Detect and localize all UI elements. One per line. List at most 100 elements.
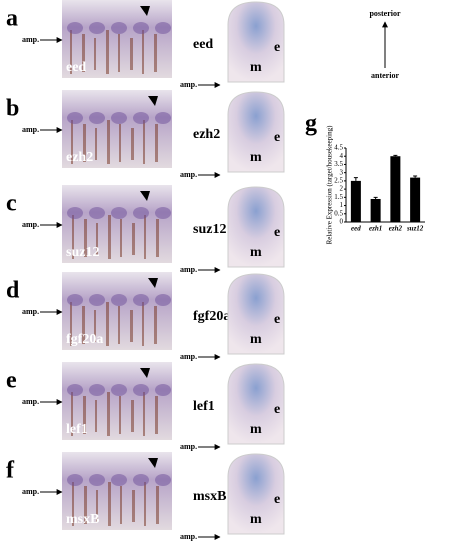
photo-gene-label: suz12 (66, 245, 99, 260)
whole-mount-photo (62, 0, 172, 78)
mesenchyme-label: m (250, 150, 262, 165)
ray-stain (95, 128, 97, 160)
ray-stain (70, 302, 72, 346)
y-tick-label: 1 (340, 201, 344, 209)
y-tick-label: 0 (340, 218, 344, 226)
ray-stain (84, 486, 87, 524)
ray-stain (143, 392, 145, 436)
blastema-stain (89, 22, 105, 34)
y-tick-label: 2 (340, 185, 344, 193)
ray-stain (120, 219, 122, 257)
photo-gene-label: lef1 (66, 422, 88, 437)
ray-stain (71, 120, 73, 164)
ray-stain (106, 30, 109, 74)
panel-letter: d (6, 278, 20, 304)
epidermis-label: e (274, 312, 280, 327)
amp-label: amp. (180, 80, 197, 89)
panel-letter: b (6, 96, 19, 122)
section-photo (227, 1, 285, 83)
ray-stain (131, 128, 134, 160)
y-tick-label: 1.5 (334, 193, 343, 201)
blastema-stain (155, 22, 171, 34)
y-tick-label: 3 (340, 168, 344, 176)
blastema-stain (67, 112, 83, 124)
ray-stain (155, 396, 158, 434)
posterior-label: posterior (369, 9, 401, 18)
blastema-stain (133, 474, 149, 486)
ray-stain (144, 482, 146, 526)
gene-label: ezh2 (193, 127, 220, 142)
blastema-stain (89, 112, 105, 124)
epidermis-label: e (274, 402, 280, 417)
y-tick-label: 4 (340, 152, 344, 160)
amp-label: amp. (180, 442, 197, 451)
panel-letter: g (305, 111, 317, 137)
ray-stain (131, 400, 134, 432)
arrowhead (140, 6, 150, 16)
mesenchyme-label: m (250, 422, 262, 437)
blastema-stain (111, 112, 127, 124)
amp-label: amp. (22, 397, 39, 406)
blastema-stain (89, 207, 105, 219)
blastema-stain (133, 22, 149, 34)
ray-stain (142, 30, 144, 74)
epidermis-label: e (274, 225, 280, 240)
ray-stain (142, 302, 144, 346)
x-tick-label: eed (351, 225, 361, 233)
anterior-label: anterior (371, 71, 399, 80)
bar (410, 177, 421, 222)
gene-label: msxB (193, 489, 226, 504)
section-photo (227, 273, 285, 355)
amp-label: amp. (180, 265, 197, 274)
amp-label: amp. (22, 307, 39, 316)
ray-stain (118, 306, 120, 344)
ray-stain (72, 482, 74, 526)
ray-stain (119, 396, 121, 434)
blastema-stain (111, 22, 127, 34)
y-tick-label: 0.5 (334, 209, 343, 217)
y-tick-label: 2.5 (334, 176, 343, 184)
ray-stain (83, 396, 86, 434)
arrowhead (140, 191, 150, 201)
ray-stain (96, 223, 98, 255)
panel-letter: a (6, 6, 18, 32)
arrowhead (140, 368, 150, 378)
ray-stain (106, 302, 109, 346)
section-photo (227, 363, 285, 445)
gene-label: lef1 (193, 399, 215, 414)
ray-stain (132, 223, 135, 255)
x-tick-label: ezh1 (369, 225, 382, 233)
y-tick-label: 3.5 (334, 160, 343, 168)
ray-stain (108, 482, 111, 526)
blastema-stain (67, 22, 83, 34)
ray-stain (154, 306, 157, 344)
ray-stain (94, 38, 96, 70)
y-axis-label: Relative Expression (target/housekeeping… (326, 125, 334, 245)
mesenchyme-label: m (250, 245, 262, 260)
mesenchyme-label: m (250, 60, 262, 75)
mesenchyme-label: m (250, 332, 262, 347)
gene-label: suz12 (193, 222, 226, 237)
amp-label: amp. (22, 125, 39, 134)
blastema-stain (155, 294, 171, 306)
error-bar (353, 177, 358, 181)
ray-stain (107, 392, 110, 436)
ray-stain (84, 219, 87, 257)
blastema-stain (89, 294, 105, 306)
blastema-stain (67, 474, 83, 486)
amp-label: amp. (22, 487, 39, 496)
blastema-stain (133, 384, 149, 396)
section-photo (227, 91, 285, 173)
blastema-stain (111, 384, 127, 396)
blastema-stain (67, 294, 83, 306)
ray-stain (94, 310, 96, 342)
blastema-stain (155, 112, 171, 124)
ray-stain (95, 400, 97, 432)
error-bar (413, 175, 418, 178)
ray-stain (130, 38, 133, 70)
arrowhead (148, 278, 158, 288)
ray-stain (143, 120, 145, 164)
ray-stain (120, 486, 122, 524)
gene-label: fgf20a (193, 309, 230, 324)
